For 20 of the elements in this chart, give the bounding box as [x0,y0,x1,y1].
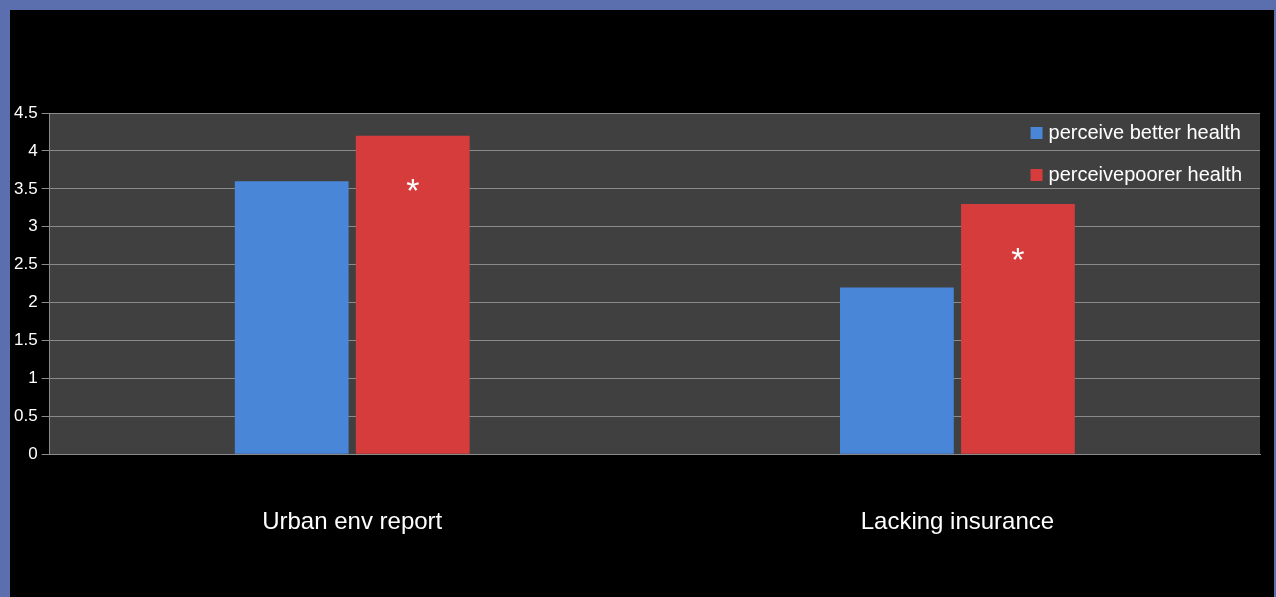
y-tick-label: 4 [28,140,38,160]
y-tick-label: 2 [28,292,38,312]
y-tick-label: 1 [28,368,38,388]
y-tick-label: 3 [28,216,38,236]
y-tick-label: 1.5 [13,330,38,350]
y-tick-label: 0 [28,443,38,463]
x-tick-label: Lacking insurance [860,507,1055,535]
x-tick-label: Urban env report [262,507,443,535]
annotation: * [406,171,420,210]
y-tick-label: 2.5 [13,254,38,274]
bar [961,203,1075,454]
legend-label: perceivepoorer health [1048,162,1243,185]
y-tick-label: 3.5 [13,178,38,198]
y-tick-label: 4.5 [13,102,38,122]
bar [234,181,349,454]
legend-label: perceive better health [1048,120,1241,143]
bar [840,287,954,454]
annotation: * [1011,239,1025,278]
bar [355,135,470,454]
y-tick-label: 0.5 [13,405,38,425]
